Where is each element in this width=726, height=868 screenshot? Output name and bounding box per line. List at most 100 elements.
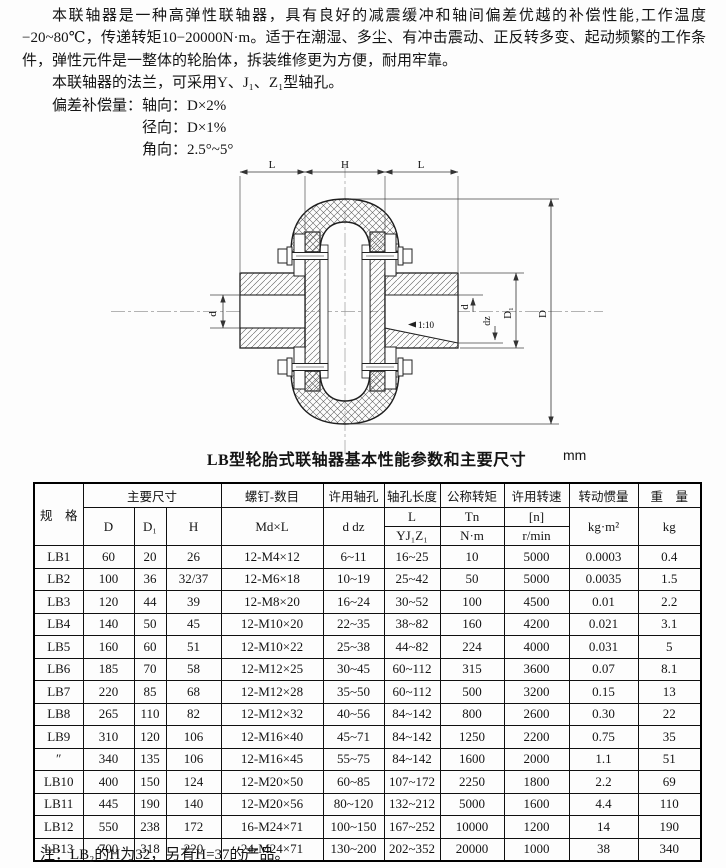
coupling-drawing-svg: 1:10 L H L d d dz D₁ D [111,159,603,456]
table-cell: 20 [133,545,167,569]
table-cell: 60~112 [383,657,441,681]
table-row: LB13 700 318 220 24-M24×71 130~200 202~352 2000… [33,837,702,862]
header-speed-sym: [n] [503,507,570,527]
dim-label-D1: D₁ [502,307,514,319]
table-cell: 2.2 [568,770,639,794]
intro-text-block: 本联轴器是一种高弹性联轴器，具有良好的减震缓冲和轴间偏差优越的补偿性能,工作温度… [22,5,706,162]
table-cell: 10000 [439,815,505,839]
table-row: ″ 340 135 106 12-M16×45 55~75 84~142 1600 2000 1.… [33,747,702,771]
table-row: LB8 265 110 82 12-M12×32 40~56 84~142 800 2600 0.… [33,702,702,726]
table-cell: 120 [82,590,135,614]
table-row: LB3 120 44 39 12-M8×20 16~24 30~52 100 4500 0.01 2… [33,590,702,614]
table-cell: 445 [82,792,135,816]
table-cell: 185 [82,657,135,681]
dim-label-dz: dz [482,316,493,326]
table-cell: 35 [637,725,702,749]
table-cell: 12-M20×56 [220,792,324,816]
table-cell: 16~25 [383,545,441,569]
table-cell: 12-M6×18 [220,567,324,591]
table-cell: 1600 [503,792,570,816]
table-cell: 2000 [503,747,570,771]
table-cell: 12-M4×12 [220,545,324,569]
table-cell: 100 [439,590,505,614]
table-cell: 3600 [503,657,570,681]
table-cell: 8.1 [637,657,702,681]
table-cell: 0.75 [568,725,639,749]
table-cell: 25~42 [383,567,441,591]
table-cell: 14 [568,815,639,839]
table-cell: 50 [439,567,505,591]
table-cell: 12-M12×32 [220,702,324,726]
table-cell: 190 [637,815,702,839]
header-weight-unit: kg [637,507,702,546]
table-cell: 140 [82,612,135,636]
table-row: LB7 220 85 68 12-M12×28 35~50 60~112 500 3200 0.1… [33,680,702,704]
intro-paragraph: 本联轴器是一种高弹性联轴器，具有良好的减震缓冲和轴间偏差优越的补偿性能,工作温度… [22,8,706,69]
table-cell: LB8 [33,702,84,726]
table-cell: 1800 [503,770,570,794]
table-row: LB5 160 60 51 12-M10×22 25~38 44~82 224 4000 0.03… [33,635,702,659]
table-body: LB1 60 20 26 12-M4×12 6~11 16~25 10 5000 0.0003 0.… [33,545,702,862]
table-cell: 68 [165,680,222,704]
table-note: 注：LB₂的H为32，另有H=37的产品。 [40,847,290,863]
taper-mark: 1:10 [408,320,435,330]
table-cell: 0.30 [568,702,639,726]
table-cell: 340 [637,837,702,862]
table-cell: 45 [165,612,222,636]
table-row: LB2 100 36 32/37 12-M6×18 10~19 25~42 50 5000 0.0… [33,567,702,591]
left-hub [239,272,306,349]
table-cell: 150 [133,770,167,794]
compensation-radial-line: 径向：D×1% [142,120,227,137]
table-cell: 135 [133,747,167,771]
table-header: 规 格 主要尺寸 螺钉-数目 许用轴孔 轴孔长度 公称转矩 许用转速 转动惯量 … [33,482,702,546]
table-cell: 85 [133,680,167,704]
table-cell: 80~120 [322,792,385,816]
table-cell: 1200 [503,815,570,839]
header-bore-sub: d dz [322,507,385,546]
table-cell: 202~352 [383,837,441,862]
header-col-D: D [82,507,135,546]
header-inertia: 转动惯量 [568,482,639,508]
table-cell: 51 [637,747,702,771]
table-cell: 45~71 [322,725,385,749]
table-cell: 220 [82,680,135,704]
table-cell: 0.15 [568,680,639,704]
table-cell: LB2 [33,567,84,591]
header-torque: 公称转矩 [439,482,505,508]
header-screws-sub: Md×L [220,507,324,546]
table-cell: 106 [165,747,222,771]
dim-label-L-right: L [418,160,425,171]
table-cell: 44~82 [383,635,441,659]
flange-type-line: 本联轴器的法兰，可采用Y、J₁、Z₁型轴孔。 [52,75,344,92]
dim-label-H: H [341,160,349,171]
table-cell: 70 [133,657,167,681]
table-cell: LB12 [33,815,84,839]
table-cell: 700 [82,837,135,862]
table-cell: 106 [165,725,222,749]
table-cell: 50 [133,612,167,636]
table-cell: LB1 [33,545,84,569]
table-cell: 800 [439,702,505,726]
table-cell: 1600 [439,747,505,771]
table-cell: LB7 [33,680,84,704]
table-cell: 5 [637,635,702,659]
table-cell: 0.01 [568,590,639,614]
table-cell: 160 [439,612,505,636]
header-bore-len-l: L [383,507,441,527]
table-row: LB9 310 120 106 12-M16×40 45~71 84~142 1250 2200… [33,725,702,749]
dim-label-D: D [537,310,549,318]
table-cell: 26 [165,545,222,569]
table-row: LB4 140 50 45 12-M10×20 22~35 38~82 160 4200 0.02… [33,612,702,636]
table-cell: 10~19 [322,567,385,591]
table-cell: 10 [439,545,505,569]
header-col-D1: D₁ [133,507,167,546]
table-cell: 84~142 [383,747,441,771]
header-screws: 螺钉-数目 [220,482,324,508]
table-cell: 12-M16×45 [220,747,324,771]
table-row: LB12 550 238 172 16-M24×71 100~150 167~252 1000… [33,815,702,839]
table-cell: 160 [82,635,135,659]
header-torque-unit: N·m [439,526,505,546]
table-cell: 0.021 [568,612,639,636]
table-cell: 500 [439,680,505,704]
table-cell: 340 [82,747,135,771]
